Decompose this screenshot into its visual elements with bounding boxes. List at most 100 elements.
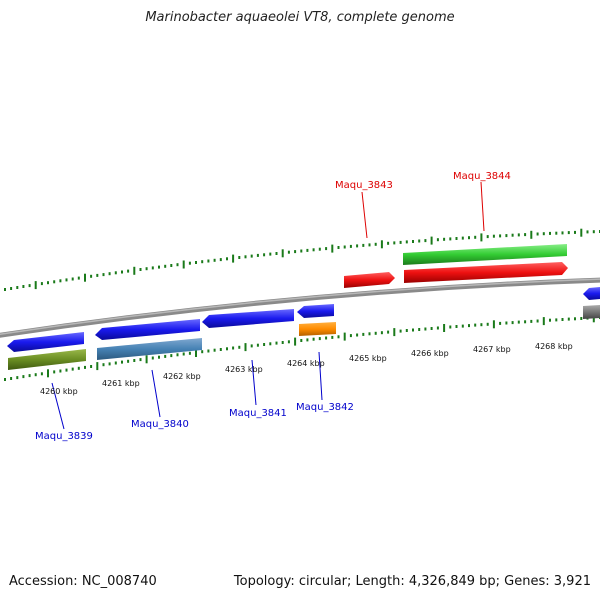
minor-tick (16, 286, 19, 289)
gene-maqu-3840-steel[interactable] (97, 338, 202, 360)
leader-maqu-3840 (151, 369, 161, 418)
minor-tick (592, 230, 595, 234)
minor-tick (443, 237, 446, 241)
gene-label-maqu-3839[interactable]: Maqu_3839 (35, 431, 93, 442)
minor-tick (412, 240, 414, 243)
minor-tick (461, 236, 464, 240)
minor-tick (312, 337, 315, 341)
minor-tick (511, 233, 514, 237)
gene-edge-blue[interactable] (583, 287, 600, 300)
gene-label-maqu-3842[interactable]: Maqu_3842 (296, 402, 354, 413)
minor-tick (170, 264, 173, 267)
minor-tick (77, 276, 80, 280)
minor-tick (275, 341, 278, 345)
position-label: 4262 kbp (163, 372, 201, 381)
minor-tick (368, 332, 371, 336)
major-tick (84, 273, 86, 282)
gene-maqu-3840[interactable] (95, 319, 200, 340)
major-tick (47, 369, 49, 378)
minor-tick (232, 346, 235, 350)
minor-tick (387, 330, 390, 334)
minor-tick (238, 256, 241, 259)
accession-label: Accession: NC_008740 (9, 574, 157, 589)
minor-tick (349, 244, 352, 248)
minor-tick (480, 323, 483, 327)
minor-tick (399, 329, 402, 333)
minor-tick (84, 365, 86, 369)
genome-summary: Topology: circular; Length: 4,326,849 bp… (233, 574, 591, 589)
minor-tick (28, 284, 31, 288)
major-tick (430, 236, 433, 245)
minor-tick (318, 247, 321, 251)
minor-tick (121, 270, 123, 274)
minor-tick (325, 336, 328, 340)
gene-maqu-3841[interactable] (202, 309, 294, 328)
minor-tick (574, 317, 576, 321)
gene-maqu-3844[interactable] (404, 262, 568, 283)
minor-tick (145, 267, 148, 271)
minor-tick (275, 252, 278, 255)
minor-tick (524, 320, 527, 324)
minor-tick (555, 231, 558, 235)
minor-tick (499, 321, 502, 325)
minor-tick (436, 326, 439, 330)
gene-edge-gray[interactable] (583, 305, 600, 319)
minor-tick (567, 317, 570, 321)
gene-label-maqu-3844[interactable]: Maqu_3844 (453, 171, 511, 182)
minor-tick (16, 376, 19, 380)
major-tick (232, 254, 235, 263)
minor-tick (343, 245, 346, 249)
gene-maqu-3842[interactable] (297, 304, 334, 318)
minor-tick (486, 235, 489, 239)
major-tick (480, 233, 483, 242)
minor-tick (182, 352, 185, 356)
minor-tick (499, 234, 502, 238)
minor-tick (158, 355, 160, 359)
leader-maqu-3842 (318, 351, 323, 401)
minor-tick (176, 263, 179, 267)
leader-maqu-3844 (480, 181, 485, 232)
leader-maqu-3839 (51, 382, 65, 430)
minor-tick (40, 282, 43, 286)
major-tick (343, 332, 346, 341)
minor-tick (102, 363, 105, 367)
major-tick (580, 228, 583, 237)
minor-tick (256, 343, 259, 347)
gene-label-maqu-3843[interactable]: Maqu_3843 (335, 180, 393, 191)
gene-maqu-3842-orange[interactable] (299, 322, 336, 336)
minor-tick (102, 273, 105, 277)
minor-tick (65, 368, 68, 372)
minor-tick (158, 265, 160, 269)
minor-tick (337, 335, 340, 339)
minor-tick (47, 281, 49, 285)
minor-tick (517, 233, 520, 237)
minor-tick (164, 264, 167, 268)
minor-tick (256, 253, 259, 257)
minor-tick (59, 279, 62, 283)
minor-tick (10, 377, 13, 380)
position-label: 4266 kbp (411, 349, 449, 358)
minor-tick (555, 318, 558, 322)
gene-maqu-3844-green[interactable] (403, 244, 567, 265)
minor-tick (312, 248, 315, 252)
gene-label-maqu-3840[interactable]: Maqu_3840 (131, 419, 189, 430)
gene-maqu-3843[interactable] (344, 272, 395, 288)
minor-tick (461, 324, 464, 328)
minor-tick (474, 323, 477, 327)
major-tick (542, 317, 545, 326)
minor-tick (59, 369, 62, 373)
minor-tick (325, 247, 328, 251)
major-tick (294, 337, 297, 346)
minor-tick (455, 325, 458, 328)
gene-maqu-3839[interactable] (7, 332, 84, 352)
gene-maqu-3839-olive[interactable] (8, 349, 86, 370)
minor-tick (219, 258, 222, 262)
minor-tick (337, 246, 340, 249)
major-tick (145, 355, 148, 364)
gene-label-maqu-3841[interactable]: Maqu_3841 (229, 408, 287, 419)
minor-tick (300, 249, 303, 253)
minor-tick (244, 255, 247, 259)
position-label: 4267 kbp (473, 345, 511, 354)
minor-tick (530, 319, 533, 323)
